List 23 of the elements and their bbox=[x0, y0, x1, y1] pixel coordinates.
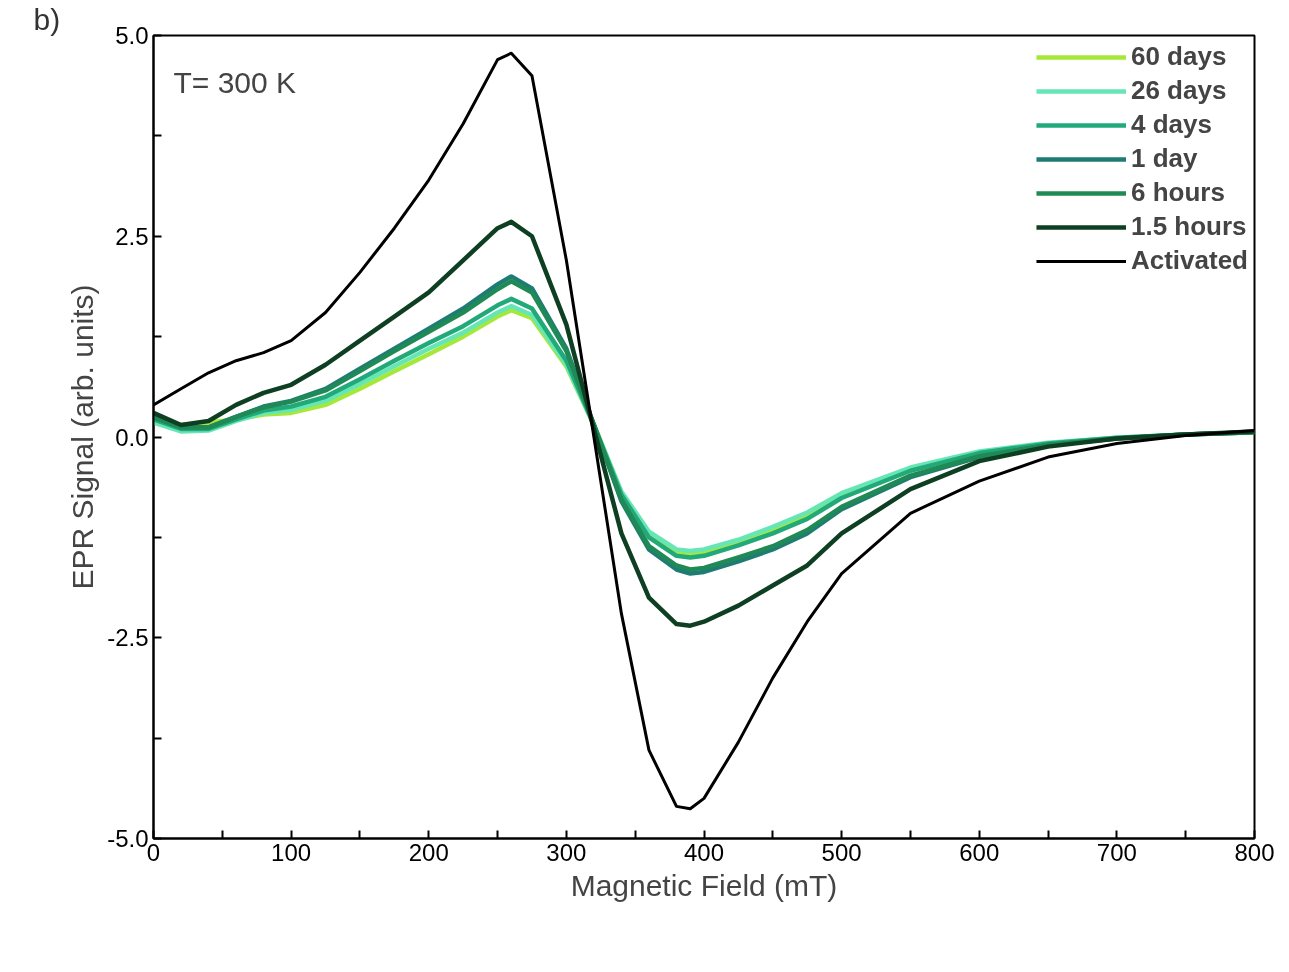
legend-label: 6 hours bbox=[1130, 177, 1225, 208]
x-tick-label: 700 bbox=[1096, 838, 1137, 866]
legend-label: 1 day bbox=[1130, 143, 1198, 174]
text: b) bbox=[33, 2, 61, 36]
x-tick-label: 800 bbox=[1234, 838, 1275, 866]
legend-label: 26 days bbox=[1130, 75, 1227, 106]
y-tick-label: 5.0 bbox=[115, 22, 149, 49]
legend-label: 1.5 hours bbox=[1130, 211, 1247, 242]
x-tick-label: 300 bbox=[546, 838, 587, 866]
x-tick-label: 200 bbox=[408, 838, 449, 866]
x-tick-label: 100 bbox=[271, 838, 312, 866]
legend-label: Activated bbox=[1130, 245, 1248, 276]
x-tick-label: 400 bbox=[683, 838, 725, 866]
x-tick-label: 500 bbox=[821, 838, 862, 866]
x-axis-title: Magnetic Field (mT) bbox=[570, 868, 838, 902]
y-tick-label: -2.5 bbox=[107, 624, 149, 652]
x-tick-label: 600 bbox=[959, 838, 1000, 866]
y-axis-title: EPR Signal (arb. units) bbox=[66, 284, 100, 590]
annotation: T= 300 K bbox=[173, 65, 297, 99]
y-tick-label: 0.0 bbox=[115, 423, 149, 451]
legend-label: 4 days bbox=[1130, 109, 1212, 140]
legend-label: 60 days bbox=[1130, 41, 1227, 72]
y-tick-label: 2.5 bbox=[115, 222, 149, 250]
